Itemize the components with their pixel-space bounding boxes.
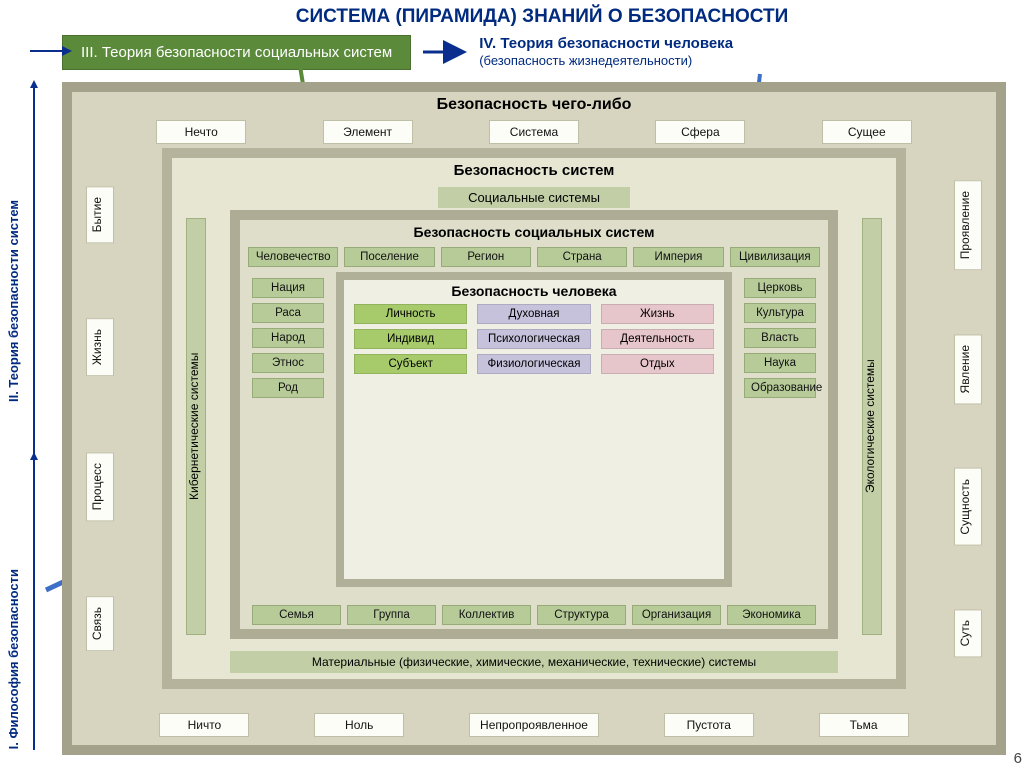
level4-grid: Личность Духовная Жизнь Индивид Психолог… (344, 304, 724, 374)
l3-l-4: Род (252, 378, 324, 398)
l1-bot-0: Ничто (159, 713, 249, 737)
l4-0-1: Духовная (477, 304, 590, 324)
level2-bottom-label: Материальные (физические, химические, ме… (230, 651, 838, 673)
l1-top-2: Система (489, 120, 579, 144)
level1-frame: Безопасность чего-либо Нечто Элемент Сис… (62, 82, 1006, 755)
l4-0-0: Личность (354, 304, 467, 324)
level3-right-boxes: Церковь Культура Власть Наука Образовани… (744, 278, 816, 398)
level3-top-row: Человечество Поселение Регион Страна Имп… (240, 244, 828, 270)
l3-b-5: Экономика (727, 605, 816, 625)
l1-left-2: Процесс (86, 452, 114, 521)
l3-top-4: Империя (633, 247, 723, 267)
l1-top-1: Элемент (323, 120, 413, 144)
level3-bottom-row: Семья Группа Коллектив Структура Организ… (252, 605, 816, 625)
level2-left-vcol: Кибернетические системы (186, 218, 206, 635)
l3-top-5: Цивилизация (730, 247, 820, 267)
left-rail-line-icon (24, 80, 44, 760)
l1-right-2: Сущность (954, 468, 982, 546)
level1-top-row: Нечто Элемент Система Сфера Сущее (72, 120, 996, 150)
l1-bot-2: Непропроявленное (469, 713, 599, 737)
l1-left-3: Связь (86, 596, 114, 651)
l3-top-3: Страна (537, 247, 627, 267)
l1-left-0: Бытие (86, 186, 114, 243)
level2-right-vcol: Экологические системы (862, 218, 882, 635)
level1-bottom-row: Ничто Ноль Непропроявленное Пустота Тьма (132, 713, 936, 737)
callout-iii: III. Теория безопасности социальных сист… (62, 35, 411, 70)
left-rail-ii: II. Теория безопасности систем (6, 200, 21, 402)
l1-right-1: Явление (954, 334, 982, 404)
l3-r-0: Церковь (744, 278, 816, 298)
main-title: СИСТЕМА (ПИРАМИДА) ЗНАНИЙ О БЕЗОПАСНОСТИ (180, 6, 904, 28)
l4-2-1: Физиологическая (477, 354, 590, 374)
l3-r-4: Образование (744, 378, 816, 398)
level4-title: Безопасность человека (344, 280, 724, 304)
l1-left-1: Жизнь (86, 318, 114, 376)
arrow-right-icon (421, 40, 469, 64)
l1-right-0: Проявление (954, 180, 982, 270)
level4-frame: Безопасность человека Личность Духовная … (336, 272, 732, 587)
l3-top-2: Регион (441, 247, 531, 267)
l3-b-1: Группа (347, 605, 436, 625)
level2-frame: Безопасность систем Социальные системы К… (162, 148, 906, 689)
l4-2-2: Отдых (601, 354, 714, 374)
level3-title: Безопасность социальных систем (240, 220, 828, 244)
l3-l-0: Нация (252, 278, 324, 298)
level2-title: Безопасность систем (172, 158, 896, 183)
level1-title: Безопасность чего-либо (72, 92, 996, 120)
l3-b-0: Семья (252, 605, 341, 625)
l3-r-2: Власть (744, 328, 816, 348)
l4-1-0: Индивид (354, 329, 467, 349)
callout-iv: IV. Теория безопасности человека (безопа… (479, 36, 733, 68)
callout-iv-title: IV. Теория безопасности человека (479, 36, 733, 53)
callout-iv-sub: (безопасность жизнедеятельности) (479, 53, 733, 68)
l1-bot-3: Пустота (664, 713, 754, 737)
l3-l-2: Народ (252, 328, 324, 348)
l4-0-2: Жизнь (601, 304, 714, 324)
l1-bot-1: Ноль (314, 713, 404, 737)
l1-right-3: Суть (954, 609, 982, 657)
level2-subtitle: Социальные системы (438, 187, 630, 208)
l4-2-0: Субъект (354, 354, 467, 374)
l3-b-2: Коллектив (442, 605, 531, 625)
level2-bottom: Материальные (физические, химические, ме… (230, 651, 838, 673)
l1-top-0: Нечто (156, 120, 246, 144)
level3-left-boxes: Нация Раса Народ Этнос Род (252, 278, 324, 398)
l1-top-4: Сущее (822, 120, 912, 144)
l3-r-3: Наука (744, 353, 816, 373)
l4-1-1: Психологическая (477, 329, 590, 349)
page-number: 6 (1014, 750, 1022, 767)
l1-top-3: Сфера (655, 120, 745, 144)
l3-b-3: Структура (537, 605, 626, 625)
level1-left-col: Бытие Жизнь Процесс Связь (86, 152, 114, 685)
l3-b-4: Организация (632, 605, 721, 625)
l3-r-1: Культура (744, 303, 816, 323)
l3-l-1: Раса (252, 303, 324, 323)
left-rail-i: I. Философия безопасности (6, 569, 21, 749)
l1-bot-4: Тьма (819, 713, 909, 737)
l3-l-3: Этнос (252, 353, 324, 373)
level3-frame: Безопасность социальных систем Человечес… (230, 210, 838, 639)
l4-1-2: Деятельность (601, 329, 714, 349)
header-row: III. Теория безопасности социальных сист… (62, 32, 1004, 72)
l3-top-0: Человечество (248, 247, 338, 267)
l3-top-1: Поселение (344, 247, 434, 267)
level1-right-col: Проявление Явление Сущность Суть (954, 152, 982, 685)
